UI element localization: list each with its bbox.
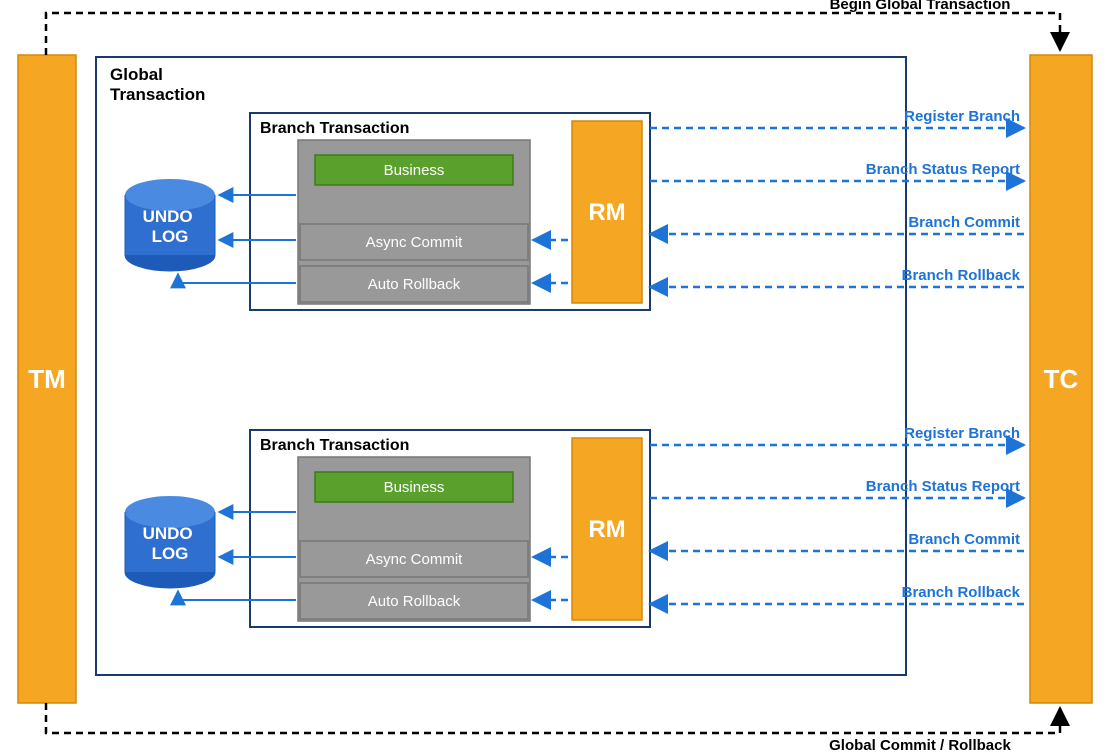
edge-b1-status-label: Branch Status Report [866,161,1020,178]
tc-label: TC [1044,364,1079,394]
branch1-async-label: Async Commit [366,234,464,251]
undo-log-db-2: UNDO LOG [125,496,215,588]
edge-b2-register-label: Register Branch [904,425,1020,442]
edge-b1-rollback-label: Branch Rollback [902,267,1021,284]
branch2-rm-label: RM [588,516,625,543]
edge-b1-commit-label: Branch Commit [908,214,1020,231]
tm-label: TM [28,364,66,394]
undo-log-1-l2: LOG [152,227,189,246]
undo-log-db-1: UNDO LOG [125,179,215,271]
edge-b2-rollback-label: Branch Rollback [902,584,1021,601]
edge-b2-commit-label: Branch Commit [908,531,1020,548]
branch1-title: Branch Transaction [260,120,409,137]
undo-log-1-l1: UNDO [143,207,193,226]
undo-log-2-l1: UNDO [143,524,193,543]
branch1-auto-label: Auto Rollback [368,276,461,293]
edge-b2-status-label: Branch Status Report [866,478,1020,495]
undo-log-2-l2: LOG [152,544,189,563]
branch1-rm-label: RM [588,199,625,226]
branch2-title: Branch Transaction [260,437,409,454]
branch2-business-label: Business [384,479,445,496]
branch2-auto-label: Auto Rollback [368,593,461,610]
global-transaction-label: Global Transaction [110,65,205,104]
edge-b1-register-label: Register Branch [904,108,1020,125]
edge-begin-global-label: Begin Global Transaction [830,0,1011,13]
branch1-business-label: Business [384,162,445,179]
branch2-async-label: Async Commit [366,551,464,568]
edge-begin-global [46,13,1060,55]
edge-global-commit [46,703,1060,733]
edge-global-commit-label: Global Commit / Rollback [829,737,1011,752]
